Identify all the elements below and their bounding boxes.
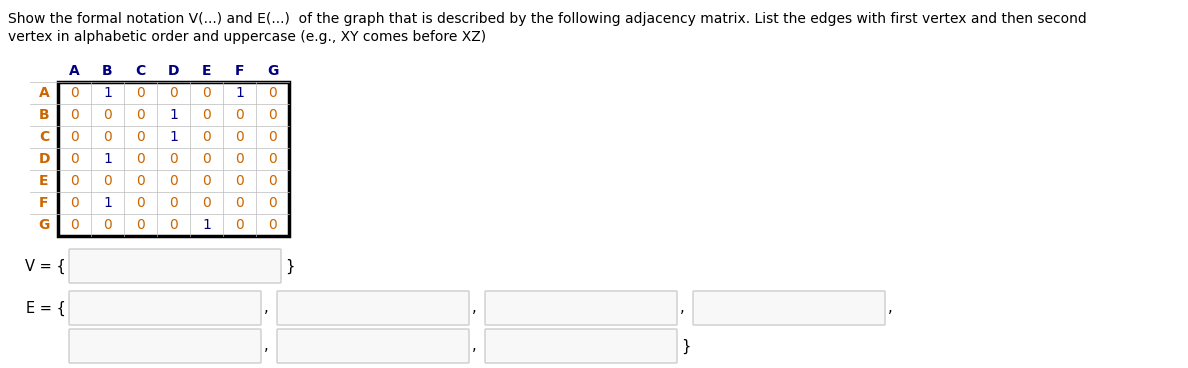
Text: 1: 1	[169, 130, 178, 144]
Text: 1: 1	[235, 86, 244, 100]
FancyBboxPatch shape	[277, 291, 469, 325]
Text: 0: 0	[202, 174, 211, 188]
Text: E: E	[202, 64, 211, 78]
Text: E: E	[39, 174, 49, 188]
Text: G: G	[267, 64, 278, 78]
Text: 0: 0	[70, 130, 78, 144]
Text: 0: 0	[202, 196, 211, 210]
Text: 0: 0	[169, 218, 178, 232]
Text: ,: ,	[887, 301, 892, 315]
Text: 0: 0	[103, 174, 112, 188]
Text: 1: 1	[202, 218, 211, 232]
Text: 0: 0	[268, 174, 277, 188]
FancyBboxPatch shape	[485, 291, 677, 325]
Text: 1: 1	[103, 152, 112, 166]
Text: B: B	[39, 108, 50, 122]
Text: Show the formal notation V(...) and E(...)  of the graph that is described by th: Show the formal notation V(...) and E(..…	[8, 12, 1087, 26]
Text: 0: 0	[235, 152, 244, 166]
FancyBboxPatch shape	[277, 329, 469, 363]
Text: D: D	[38, 152, 50, 166]
Text: 0: 0	[268, 152, 277, 166]
Text: 0: 0	[169, 152, 178, 166]
FancyBboxPatch shape	[693, 291, 885, 325]
Text: 0: 0	[137, 130, 145, 144]
Bar	[58, 82, 289, 236]
Text: ,: ,	[264, 339, 268, 354]
Text: V = {: V = {	[25, 258, 67, 273]
Text: ,: ,	[264, 301, 268, 315]
Text: 0: 0	[268, 218, 277, 232]
Text: 0: 0	[70, 86, 78, 100]
FancyBboxPatch shape	[69, 291, 261, 325]
FancyBboxPatch shape	[69, 329, 261, 363]
Text: 0: 0	[137, 152, 145, 166]
Text: 0: 0	[268, 108, 277, 122]
Text: A: A	[39, 86, 50, 100]
Text: 0: 0	[235, 174, 244, 188]
Text: 0: 0	[202, 108, 211, 122]
Text: 1: 1	[103, 196, 112, 210]
Text: 0: 0	[70, 108, 78, 122]
Text: 0: 0	[169, 86, 178, 100]
Text: C: C	[135, 64, 146, 78]
Text: 0: 0	[137, 174, 145, 188]
Text: ,: ,	[680, 301, 684, 315]
Text: 0: 0	[137, 196, 145, 210]
Text: 0: 0	[137, 108, 145, 122]
Text: 0: 0	[137, 86, 145, 100]
Text: 0: 0	[235, 218, 244, 232]
Text: 0: 0	[103, 218, 112, 232]
Text: 0: 0	[103, 108, 112, 122]
Text: 0: 0	[169, 196, 178, 210]
Text: E = {: E = {	[26, 300, 67, 316]
Text: 0: 0	[235, 130, 244, 144]
FancyBboxPatch shape	[69, 249, 282, 283]
Text: C: C	[39, 130, 49, 144]
Text: 0: 0	[268, 86, 277, 100]
Text: F: F	[235, 64, 245, 78]
Text: 0: 0	[169, 174, 178, 188]
Text: }: }	[285, 258, 295, 273]
Text: 0: 0	[70, 218, 78, 232]
Text: ,: ,	[472, 339, 476, 354]
Text: 0: 0	[70, 152, 78, 166]
Text: vertex in alphabetic order and uppercase (e.g., XY comes before XZ): vertex in alphabetic order and uppercase…	[8, 30, 486, 44]
Text: B: B	[102, 64, 113, 78]
Text: 0: 0	[70, 174, 78, 188]
Text: 0: 0	[137, 218, 145, 232]
Text: 0: 0	[70, 196, 78, 210]
Text: 0: 0	[103, 130, 112, 144]
FancyBboxPatch shape	[485, 329, 677, 363]
Text: 0: 0	[235, 196, 244, 210]
Text: 1: 1	[103, 86, 112, 100]
Text: F: F	[39, 196, 49, 210]
Text: 0: 0	[268, 130, 277, 144]
Text: 0: 0	[268, 196, 277, 210]
Text: 1: 1	[169, 108, 178, 122]
Text: }: }	[681, 339, 690, 354]
Text: G: G	[38, 218, 50, 232]
Text: ,: ,	[472, 301, 476, 315]
Text: A: A	[69, 64, 80, 78]
Text: 0: 0	[202, 130, 211, 144]
Text: D: D	[168, 64, 179, 78]
Text: 0: 0	[202, 86, 211, 100]
Text: 0: 0	[235, 108, 244, 122]
Text: 0: 0	[202, 152, 211, 166]
